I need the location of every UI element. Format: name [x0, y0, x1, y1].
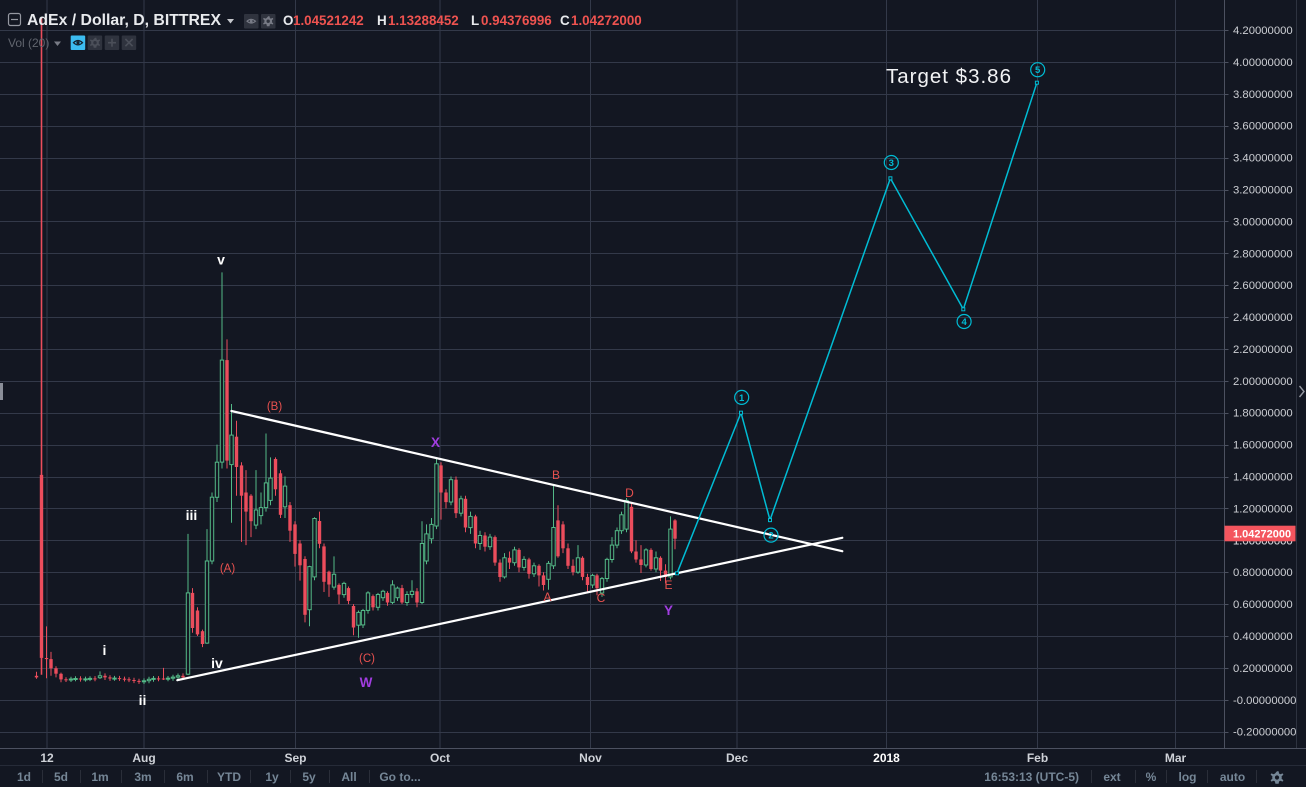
svg-text:Vol (20): Vol (20) — [8, 36, 49, 50]
svg-text:2.80000000: 2.80000000 — [1233, 248, 1293, 260]
svg-text:C: C — [597, 591, 606, 605]
svg-text:3: 3 — [889, 158, 894, 169]
svg-text:Y: Y — [664, 603, 673, 618]
svg-text:-0.20000000: -0.20000000 — [1233, 727, 1296, 739]
svg-text:16:53:13 (UTC-5): 16:53:13 (UTC-5) — [984, 770, 1079, 784]
svg-text:A: A — [543, 590, 551, 604]
svg-text:YTD: YTD — [217, 770, 241, 784]
svg-text:Nov: Nov — [579, 751, 602, 765]
svg-text:3.40000000: 3.40000000 — [1233, 153, 1293, 165]
svg-text:v: v — [217, 252, 225, 268]
svg-text:5d: 5d — [54, 770, 68, 784]
svg-text:0.60000000: 0.60000000 — [1233, 599, 1293, 611]
svg-text:3.00000000: 3.00000000 — [1233, 216, 1293, 228]
svg-text:(A): (A) — [220, 563, 236, 575]
svg-text:X: X — [431, 435, 440, 450]
svg-text:i: i — [103, 642, 107, 658]
svg-text:12: 12 — [40, 751, 54, 765]
svg-text:Go to...: Go to... — [379, 770, 420, 784]
svg-text:4: 4 — [961, 317, 967, 328]
svg-text:log: log — [1179, 770, 1197, 784]
svg-text:(C): (C) — [359, 653, 375, 665]
svg-text:ext: ext — [1103, 770, 1120, 784]
svg-text:1.40000000: 1.40000000 — [1233, 472, 1293, 484]
svg-text:-0.00000000: -0.00000000 — [1233, 695, 1296, 707]
svg-text:5y: 5y — [302, 770, 316, 784]
svg-text:H: H — [377, 13, 387, 28]
svg-text:1.04521242: 1.04521242 — [293, 13, 364, 28]
svg-text:W: W — [360, 675, 373, 690]
svg-text:1: 1 — [739, 393, 745, 404]
svg-text:3.20000000: 3.20000000 — [1233, 185, 1293, 197]
svg-text:1.13288452: 1.13288452 — [388, 13, 459, 28]
svg-text:1.04272000: 1.04272000 — [1233, 529, 1291, 541]
svg-text:1.60000000: 1.60000000 — [1233, 440, 1293, 452]
svg-text:C: C — [560, 13, 570, 28]
svg-text:0.40000000: 0.40000000 — [1233, 631, 1293, 643]
svg-text:1.04272000: 1.04272000 — [571, 13, 642, 28]
svg-text:4.20000000: 4.20000000 — [1233, 25, 1293, 37]
svg-text:O: O — [283, 13, 293, 28]
svg-text:2: 2 — [768, 531, 773, 542]
svg-text:0.20000000: 0.20000000 — [1233, 663, 1293, 675]
svg-text:iv: iv — [211, 655, 223, 671]
svg-text:1y: 1y — [265, 770, 279, 784]
svg-text:Feb: Feb — [1027, 751, 1048, 765]
svg-text:3.60000000: 3.60000000 — [1233, 121, 1293, 133]
svg-text:ii: ii — [139, 692, 147, 708]
svg-text:1d: 1d — [17, 770, 31, 784]
svg-text:2.60000000: 2.60000000 — [1233, 280, 1293, 292]
svg-text:0.80000000: 0.80000000 — [1233, 567, 1293, 579]
svg-text:%: % — [1146, 770, 1157, 784]
svg-text:1.80000000: 1.80000000 — [1233, 408, 1293, 420]
svg-text:3m: 3m — [134, 770, 151, 784]
svg-text:6m: 6m — [176, 770, 193, 784]
svg-text:Aug: Aug — [132, 751, 155, 765]
svg-text:2.00000000: 2.00000000 — [1233, 376, 1293, 388]
svg-text:5: 5 — [1035, 65, 1041, 76]
svg-text:4.00000000: 4.00000000 — [1233, 57, 1293, 69]
svg-text:AdEx / Dollar, D, BITTREX: AdEx / Dollar, D, BITTREX — [27, 12, 221, 29]
svg-text:Mar: Mar — [1165, 751, 1187, 765]
svg-text:2018: 2018 — [873, 751, 900, 765]
svg-text:2.20000000: 2.20000000 — [1233, 344, 1293, 356]
svg-text:3.80000000: 3.80000000 — [1233, 89, 1293, 101]
svg-text:(B): (B) — [267, 401, 283, 413]
svg-text:All: All — [341, 770, 356, 784]
svg-text:Oct: Oct — [430, 751, 450, 765]
svg-text:Dec: Dec — [726, 751, 748, 765]
svg-text:Sep: Sep — [284, 751, 306, 765]
svg-text:auto: auto — [1220, 770, 1245, 784]
svg-text:0.94376996: 0.94376996 — [481, 13, 552, 28]
svg-text:L: L — [471, 13, 479, 28]
svg-text:2.40000000: 2.40000000 — [1233, 312, 1293, 324]
svg-text:1.20000000: 1.20000000 — [1233, 503, 1293, 515]
svg-text:1m: 1m — [91, 770, 108, 784]
svg-text:B: B — [552, 468, 560, 482]
svg-text:Target $3.86: Target $3.86 — [886, 65, 1012, 88]
svg-text:D: D — [625, 486, 634, 500]
svg-text:iii: iii — [186, 507, 198, 523]
svg-text:E: E — [664, 578, 672, 592]
